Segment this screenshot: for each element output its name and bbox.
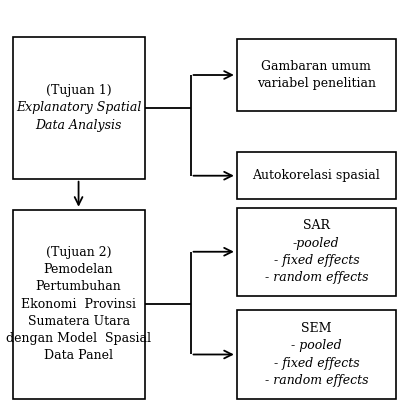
Text: Explanatory Spatial: Explanatory Spatial xyxy=(16,102,141,114)
Text: Gambaran umum: Gambaran umum xyxy=(261,60,371,73)
Bar xyxy=(237,39,396,111)
Bar xyxy=(237,208,396,296)
Text: - fixed effects: - fixed effects xyxy=(274,357,359,369)
Text: - random effects: - random effects xyxy=(264,271,368,284)
Text: Data Panel: Data Panel xyxy=(44,349,113,363)
Text: dengan Model  Spasial: dengan Model Spasial xyxy=(6,332,151,345)
Text: Pemodelan: Pemodelan xyxy=(44,263,114,276)
Bar xyxy=(13,37,145,179)
Text: variabel penelitian: variabel penelitian xyxy=(257,77,376,90)
Bar xyxy=(237,152,396,199)
Text: Ekonomi  Provinsi: Ekonomi Provinsi xyxy=(21,298,136,311)
Text: - fixed effects: - fixed effects xyxy=(274,254,359,267)
Text: SAR: SAR xyxy=(303,219,330,232)
Text: Pertumbuhan: Pertumbuhan xyxy=(36,280,122,293)
Text: Data Analysis: Data Analysis xyxy=(35,119,122,132)
Text: (Tujuan 2): (Tujuan 2) xyxy=(46,246,111,259)
Text: SEM: SEM xyxy=(301,322,331,335)
Bar xyxy=(13,210,145,399)
Text: -pooled: -pooled xyxy=(293,237,340,249)
Text: Autokorelasi spasial: Autokorelasi spasial xyxy=(253,169,380,182)
Text: - random effects: - random effects xyxy=(264,374,368,387)
Bar xyxy=(237,310,396,399)
Text: - pooled: - pooled xyxy=(291,339,341,352)
Text: (Tujuan 1): (Tujuan 1) xyxy=(46,84,111,97)
Text: Sumatera Utara: Sumatera Utara xyxy=(28,315,129,328)
